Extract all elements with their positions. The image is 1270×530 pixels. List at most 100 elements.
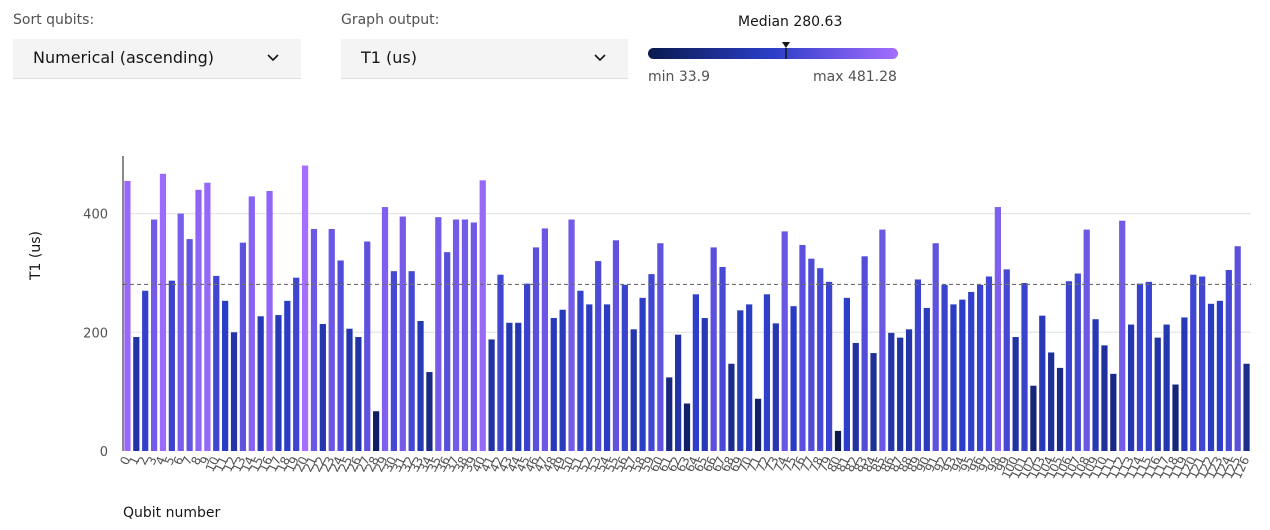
bar-qubit-39 [470, 222, 477, 451]
x-tick-label: 37 [443, 454, 462, 474]
x-tick-label: 60 [647, 454, 666, 474]
x-tick-label: 86 [878, 454, 897, 474]
bar-qubit-10 [213, 275, 220, 451]
bar-qubit-115 [1145, 281, 1152, 451]
bar-qubit-100 [1012, 337, 1019, 451]
x-tick-label: 58 [629, 454, 648, 474]
bar-qubit-45 [524, 283, 531, 451]
sort-qubits-select[interactable]: Numerical (ascending) [13, 39, 301, 79]
bar-qubit-126 [1243, 363, 1250, 451]
bar-qubit-71 [754, 398, 762, 451]
bar-qubit-38 [461, 219, 469, 451]
bar-qubit-66 [710, 247, 717, 451]
x-tick-label: 90 [913, 454, 932, 474]
x-tick-label: 71 [745, 454, 764, 474]
bar-qubit-32 [408, 271, 415, 451]
bar-qubit-92 [941, 284, 948, 451]
bar-qubit-116 [1154, 337, 1161, 451]
x-tick-label: 54 [594, 454, 613, 474]
x-tick-label: 55 [603, 454, 622, 474]
bar-qubit-4 [159, 173, 167, 451]
bar-qubit-8 [195, 189, 202, 451]
bar-qubit-51 [577, 290, 584, 451]
x-tick-label: 52 [576, 454, 595, 474]
x-tick-label: 29 [372, 454, 391, 474]
bar-qubit-118 [1172, 384, 1179, 451]
x-tick-label: 22 [309, 454, 328, 474]
x-tick-label: 20 [292, 454, 311, 474]
bar-qubit-121 [1199, 276, 1206, 451]
x-tick-label: 61 [656, 454, 675, 474]
bar-qubit-117 [1163, 324, 1170, 451]
bar-qubit-108 [1083, 229, 1090, 451]
bar-qubit-80 [834, 430, 842, 451]
x-tick-label: 11 [212, 454, 231, 474]
x-tick-label: 74 [771, 454, 790, 474]
bar-qubit-16 [266, 191, 273, 451]
bar-qubit-85 [879, 229, 886, 451]
bar-qubit-26 [355, 337, 362, 451]
x-tick-label: 30 [380, 454, 399, 474]
x-tick-label: 73 [762, 454, 781, 474]
x-tick-label: 10 [203, 454, 222, 474]
bar-qubit-20 [301, 165, 309, 451]
graph-output-select[interactable]: T1 (us) [341, 39, 628, 79]
x-tick-label: 89 [905, 454, 924, 474]
bar-qubit-1 [133, 337, 140, 451]
bar-qubit-88 [905, 329, 913, 451]
x-tick-label: 84 [860, 454, 879, 474]
bar-qubit-48 [550, 318, 557, 451]
bar-qubit-7 [186, 239, 193, 451]
bar-qubit-112 [1119, 220, 1126, 451]
scale-min-label: min 33.9 [648, 69, 711, 85]
bar-qubit-97 [985, 276, 993, 451]
x-tick-label: 43 [496, 454, 515, 474]
bar-qubit-19 [293, 277, 300, 451]
bar-qubit-65 [701, 318, 708, 451]
bar-qubit-47 [541, 228, 548, 451]
scale-max-label: max 481.28 [813, 69, 897, 85]
bar-qubit-53 [595, 261, 602, 451]
bar-qubit-82 [852, 342, 859, 451]
x-tick-label: 62 [665, 454, 684, 474]
x-tick-label: 68 [718, 454, 737, 474]
bar-qubit-31 [399, 216, 406, 451]
x-tick-label: 95 [958, 454, 977, 474]
bar-qubit-119 [1181, 317, 1188, 451]
bar-qubit-12 [230, 332, 238, 451]
bar-qubit-123 [1216, 300, 1224, 451]
x-tick-label: 33 [407, 454, 426, 474]
bar-qubit-74 [781, 231, 788, 451]
bar-qubit-91 [932, 243, 939, 451]
x-axis-label: Qubit number [123, 505, 221, 521]
color-scale-bar [648, 48, 898, 59]
bar-qubit-73 [772, 323, 779, 451]
x-tick-label: 31 [389, 454, 408, 474]
bar-qubit-35 [435, 217, 442, 451]
x-tick-label: 42 [487, 454, 506, 474]
bar-qubit-122 [1207, 303, 1215, 451]
x-tick-label: 28 [363, 454, 382, 474]
bar-qubit-50 [568, 219, 575, 451]
x-tick-label: 32 [398, 454, 417, 474]
x-tick-label: 51 [567, 454, 586, 474]
bar-qubit-72 [763, 294, 771, 451]
x-tick-label: 56 [611, 454, 630, 474]
x-tick-label: 99 [993, 454, 1012, 474]
bar-qubit-57 [630, 329, 637, 451]
x-tick-label: 19 [283, 454, 302, 474]
bar-qubit-58 [639, 297, 646, 451]
bar-qubit-77 [808, 258, 815, 451]
bar-qubit-15 [257, 316, 264, 451]
bar-qubit-17 [275, 315, 282, 451]
x-tick-label: 78 [807, 454, 826, 474]
bar-qubit-125 [1234, 246, 1241, 451]
x-tick-label: 17 [265, 454, 284, 474]
x-tick-label: 25 [336, 454, 355, 474]
x-tick-label: 80 [825, 454, 844, 474]
bar-qubit-46 [532, 247, 540, 451]
x-tick-label: 46 [523, 454, 542, 474]
t1-bar-chart: 0200400012345678910111213141516171819202… [83, 156, 1252, 481]
bar-qubit-89 [914, 279, 922, 451]
chevron-down-icon [267, 54, 279, 62]
